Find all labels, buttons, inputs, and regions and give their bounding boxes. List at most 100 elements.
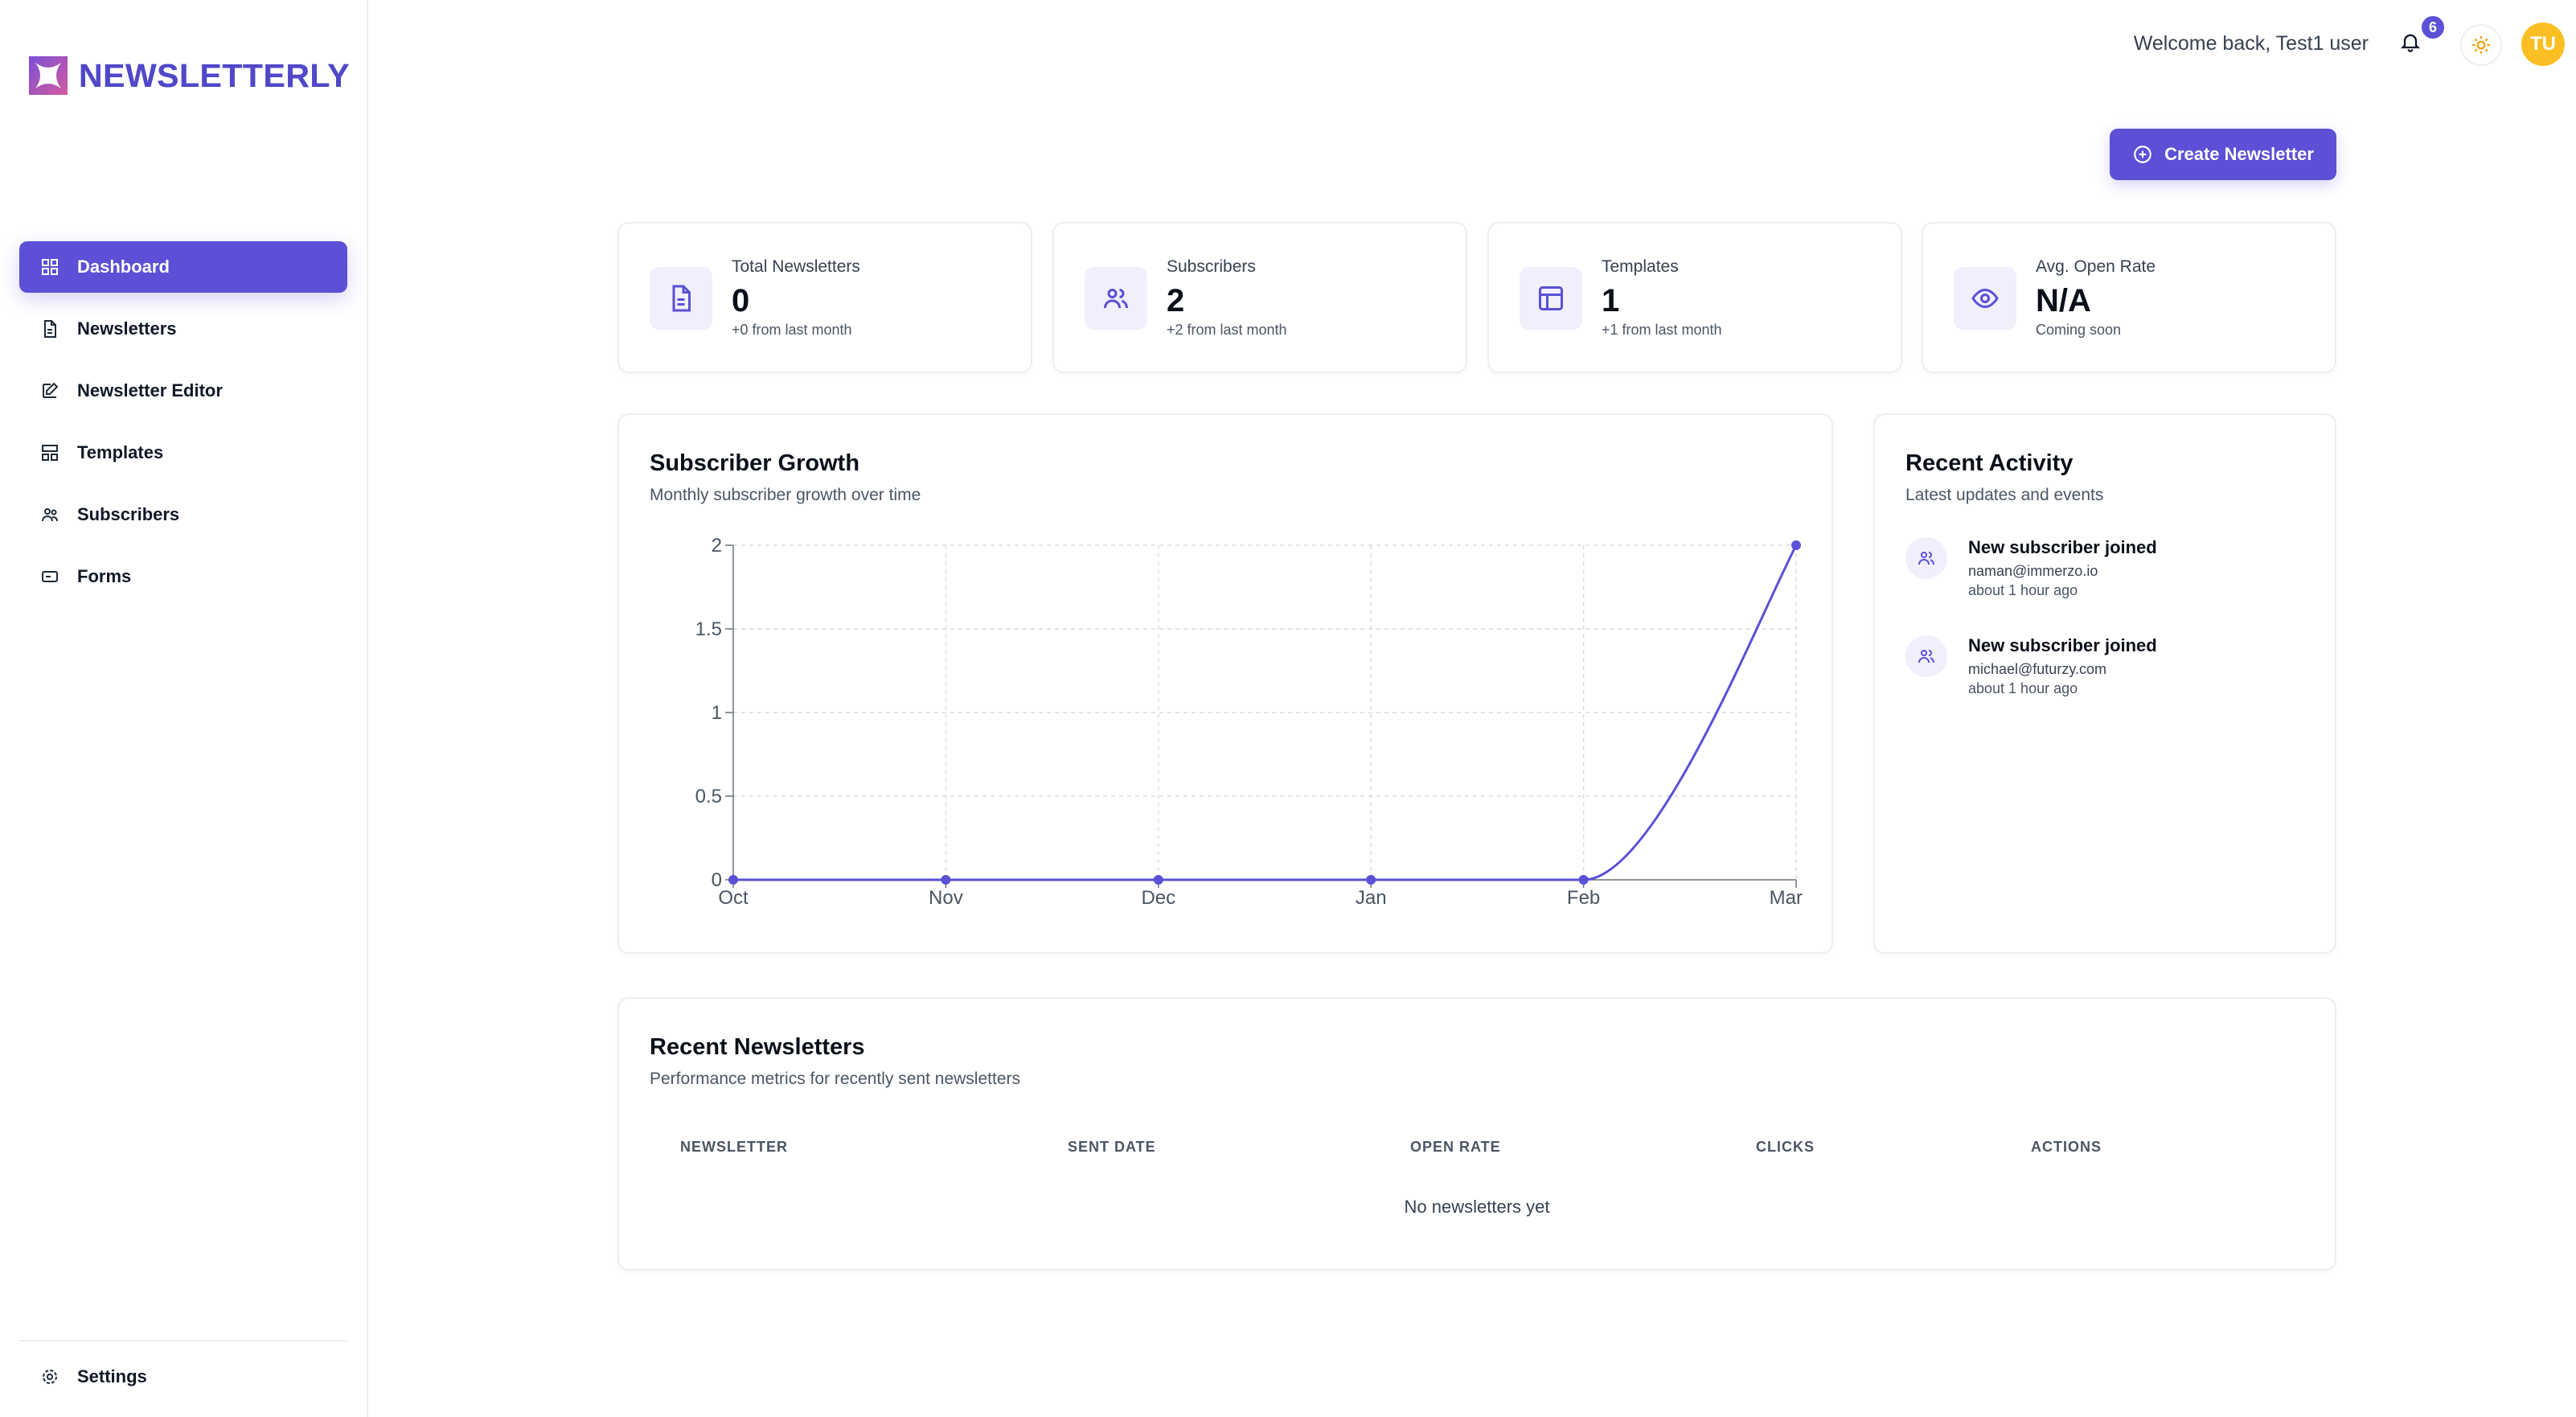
data-point [1153,875,1163,885]
stat-card-open-rate: Avg. Open Rate N/A Coming soon [1922,222,2336,373]
y-tick-label: 0.5 [695,786,722,807]
sidebar-item-label: Dashboard [77,257,170,277]
activity-icon-box [1905,635,1947,677]
sidebar-divider [19,1340,347,1341]
activity-item-title: New subscriber joined [1968,635,2157,655]
x-tick-label: Nov [929,887,963,909]
recent-subtitle: Performance metrics for recently sent ne… [650,1070,1020,1088]
stat-sub: Coming soon [2036,322,2122,338]
sidebar-item-label: Settings [77,1366,147,1386]
y-tick-label: 1 [712,702,722,724]
sidebar: NEWSLETTERLY Dashboard Newsletters Newsl… [0,0,368,1417]
data-point [1366,875,1376,885]
sidebar-item-settings[interactable]: Settings [19,1351,347,1403]
activity-item-email: michael@futurzy.com [1968,661,2106,677]
x-tick-label: Jan [1356,887,1387,909]
subscriber-growth-card: Subscriber Growth Monthly subscriber gro… [617,413,1833,954]
welcome-text: Welcome back, Test1 user [2133,32,2369,55]
stat-value: 1 [1602,283,1620,318]
recent-activity-card: Recent Activity Latest updates and event… [1873,413,2336,954]
chart-title: Subscriber Growth [650,450,860,476]
sidebar-item-subscribers[interactable]: Subscribers [19,489,347,540]
y-tick-label: 0 [712,869,722,891]
growth-chart: 0 0.5 1 1.5 2 Oct Nov Dec Jan Feb Mar [695,535,1803,909]
stat-label: Subscribers [1167,257,1256,276]
stat-icon-box [650,267,712,330]
sidebar-settings: Settings [19,1351,347,1413]
data-point [1791,540,1801,550]
notifications-button[interactable] [2399,31,2426,58]
stat-value: N/A [2036,283,2091,318]
users-icon [42,508,58,522]
sidebar-nav: Dashboard Newsletters Newsletter Editor … [19,241,347,613]
sidebar-item-label: Newsletter Editor [77,380,223,400]
sidebar-item-forms[interactable]: Forms [19,551,347,602]
stat-card-total-newsletters: Total Newsletters 0 +0 from last month [617,222,1032,373]
stat-icon-box [1520,267,1582,330]
stat-icon-box [1954,267,2016,330]
stat-label: Templates [1602,257,1679,276]
column-header-newsletter[interactable]: NEWSLETTER [680,1139,788,1155]
stat-label: Total Newsletters [732,257,860,276]
sidebar-item-label: Subscribers [77,504,180,524]
activity-icon-box [1905,537,1947,579]
stat-sub: +1 from last month [1602,322,1722,338]
column-header-clicks[interactable]: CLICKS [1756,1139,1815,1155]
recent-title: Recent Newsletters [650,1034,865,1060]
x-tick-label: Oct [718,887,749,909]
column-header-actions: ACTIONS [2031,1139,2102,1155]
stat-label: Avg. Open Rate [2036,257,2156,276]
template-icon [1539,286,1563,310]
activity-title: Recent Activity [1905,450,2074,476]
dashboard-icon [42,259,58,275]
data-point [1578,875,1589,885]
sidebar-item-label: Templates [77,442,164,462]
create-newsletter-button[interactable]: Create Newsletter [2110,129,2336,180]
plus-circle-icon [2134,146,2151,163]
notification-badge: 6 [2420,14,2446,40]
activity-item-email: naman@immerzo.io [1968,563,2098,579]
recent-newsletters-card: Recent Newsletters Performance metrics f… [617,997,2336,1271]
x-tick-label: Mar [1770,887,1803,909]
x-tick-label: Dec [1141,887,1175,909]
data-point [728,875,738,885]
column-header-sent-date[interactable]: SENT DATE [1068,1139,1156,1155]
theme-toggle-button[interactable] [2460,24,2502,66]
logo[interactable]: NEWSLETTERLY [29,56,350,95]
eye-icon [1971,288,1999,309]
sidebar-item-dashboard[interactable]: Dashboard [19,241,347,293]
data-point [941,875,951,885]
activity-item-time: about 1 hour ago [1968,680,2078,696]
form-icon [42,571,58,582]
y-tick-label: 2 [712,535,722,557]
logo-text: NEWSLETTERLY [79,56,351,94]
avatar[interactable]: TU [2521,23,2565,66]
empty-state-text: No newsletters yet [1404,1197,1550,1217]
chart-subtitle: Monthly subscriber growth over time [650,486,921,504]
column-header-open-rate[interactable]: OPEN RATE [1410,1139,1501,1155]
users-icon [1918,552,1934,565]
sidebar-item-label: Forms [77,566,132,586]
stat-value: 2 [1167,283,1185,318]
document-icon [672,285,691,312]
sun-icon [2472,36,2490,54]
users-icon [1104,289,1128,309]
users-icon [1918,650,1934,663]
stat-value: 0 [732,283,750,318]
sidebar-item-label: Newsletters [77,318,177,339]
stat-icon-box [1085,267,1147,330]
activity-item-title: New subscriber joined [1968,537,2157,557]
activity-item-time: about 1 hour ago [1968,582,2078,598]
template-icon [42,445,58,461]
sidebar-item-templates[interactable]: Templates [19,427,347,478]
stat-sub: +2 from last month [1167,322,1287,338]
bell-icon [2400,34,2421,52]
stat-card-templates: Templates 1 +1 from last month [1487,222,1902,373]
sidebar-item-newsletter-editor[interactable]: Newsletter Editor [19,365,347,417]
y-tick-label: 1.5 [695,618,722,640]
document-icon [44,320,56,338]
sidebar-item-newsletters[interactable]: Newsletters [19,303,347,355]
stat-sub: +0 from last month [732,322,852,338]
edit-icon [43,382,59,398]
stat-card-subscribers: Subscribers 2 +2 from last month [1052,222,1467,373]
